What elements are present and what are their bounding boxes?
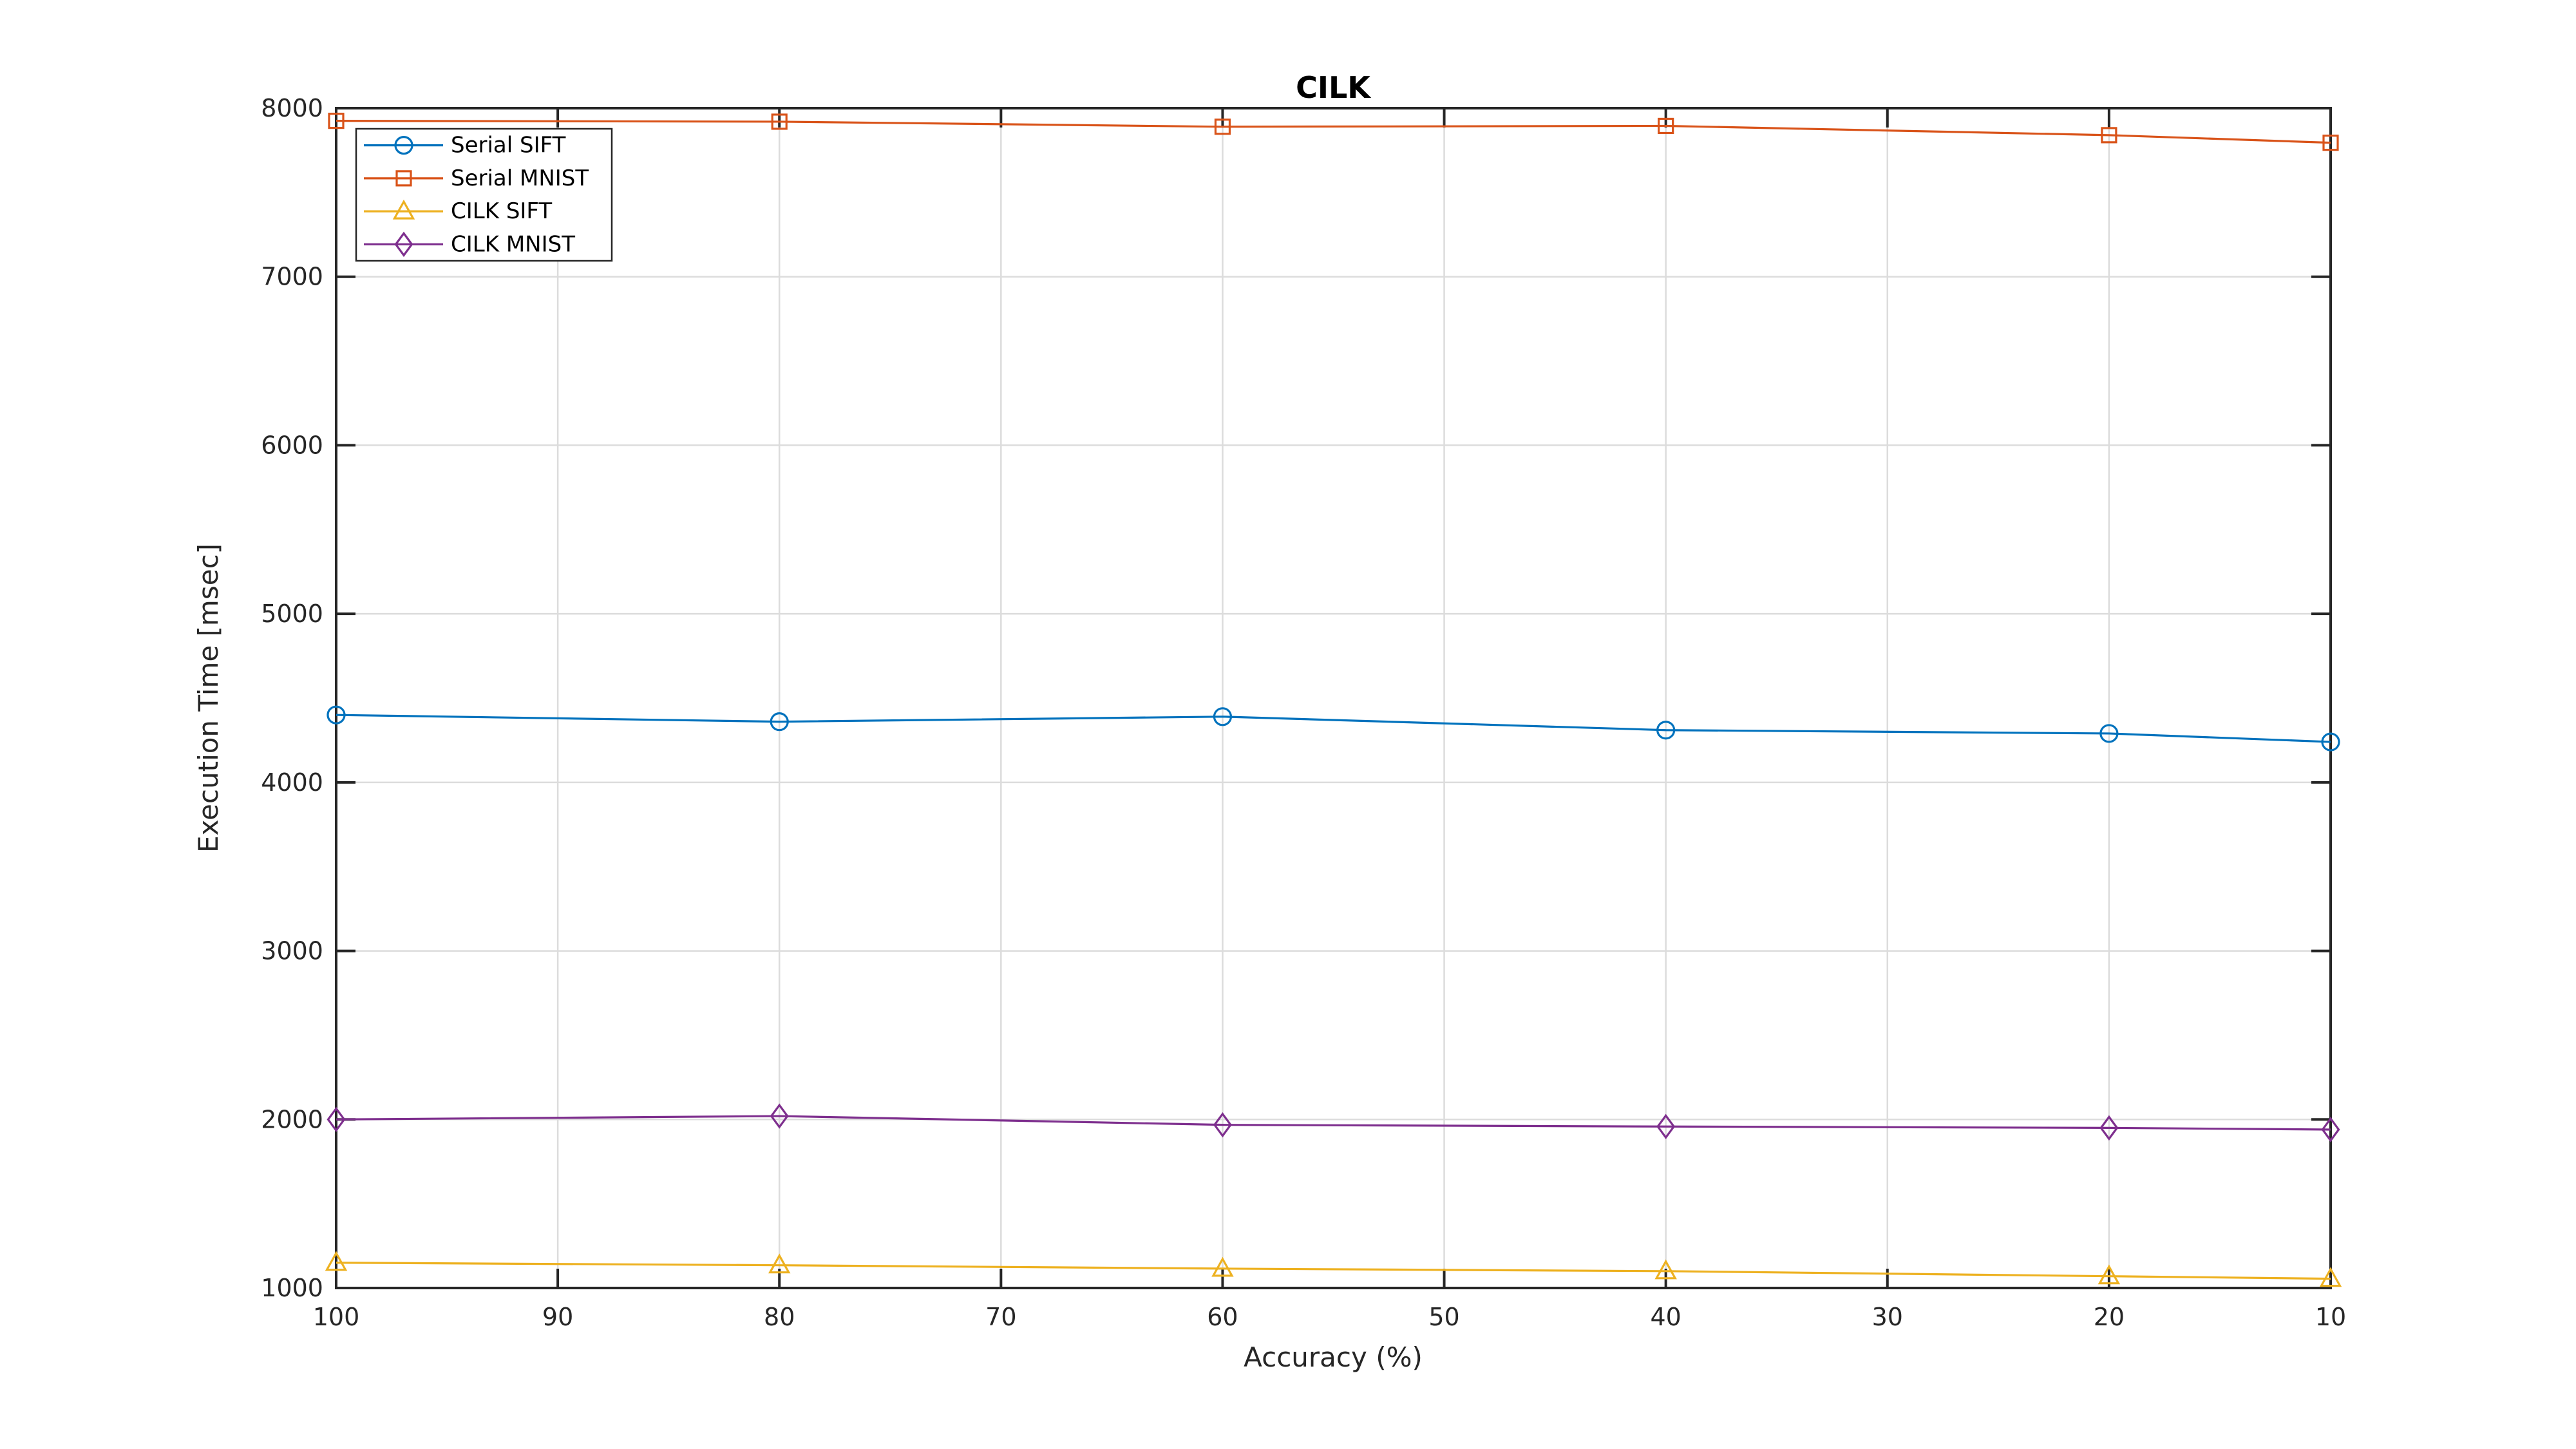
cilk-mnist-marker-x80 <box>770 1103 789 1129</box>
axis-layer <box>335 107 2332 1289</box>
legend-item-serial-sift: Serial SIFT <box>364 133 566 158</box>
serial-mnist-marker-x20 <box>2101 127 2117 144</box>
cilk-sift-marker-x100 <box>325 1251 348 1271</box>
cilk-mnist-legend-marker <box>394 231 413 258</box>
serial-mnist-marker-x100 <box>328 113 345 129</box>
cilk-mnist-marker-x20 <box>2099 1115 2119 1141</box>
serial-mnist-marker-x10 <box>2322 135 2339 151</box>
y-tick-label-8000: 8000 <box>261 94 323 122</box>
serial-mnist-legend-marker <box>395 170 412 187</box>
serial-mnist-marker-x80 <box>771 113 788 130</box>
series-serial-sift <box>327 705 2340 752</box>
plot-box <box>335 107 2332 1289</box>
serial-sift-marker-x80 <box>770 712 789 732</box>
cilk-sift-marker-x10 <box>2319 1267 2342 1287</box>
serial-mnist-marker-x40 <box>1658 117 1674 135</box>
cilk-mnist-marker-x100 <box>327 1106 346 1132</box>
serial-sift-marker-x60 <box>1213 707 1233 726</box>
serial-sift-marker-x10 <box>2321 732 2340 752</box>
cilk-sift-legend-marker <box>392 199 415 220</box>
x-tick-label-90: 90 <box>542 1303 573 1331</box>
series-cilk-sift <box>325 1251 2342 1287</box>
x-tick-label-60: 60 <box>1207 1303 1238 1331</box>
y-tick-label-3000: 3000 <box>261 937 323 965</box>
serial-sift-marker-x100 <box>327 705 346 724</box>
x-tick-label-10: 10 <box>2315 1303 2346 1331</box>
chart-title: CILK <box>1296 70 1372 105</box>
grid-layer <box>335 107 2332 1289</box>
serial-sift-marker-x40 <box>1656 721 1676 740</box>
legend: Serial SIFT Serial MNIST CILK SIFT CILK MNI… <box>355 128 613 262</box>
x-tick-label-70: 70 <box>985 1303 1016 1331</box>
legend-item-cilk-sift: CILK SIFT <box>364 198 552 224</box>
x-tick-label-30: 30 <box>1872 1303 1903 1331</box>
series-layer <box>325 113 2342 1287</box>
x-tick-label-20: 20 <box>2094 1303 2125 1331</box>
y-axis-label: Execution Time [msec] <box>193 544 224 853</box>
cilk-sift-marker-x60 <box>1211 1256 1234 1277</box>
cilk-mnist-marker-x60 <box>1213 1112 1232 1138</box>
serial-sift-legend-marker <box>394 136 413 155</box>
y-tick-label-2000: 2000 <box>261 1105 323 1133</box>
cilk-sift-marker-x20 <box>2098 1264 2121 1285</box>
x-tick-label-80: 80 <box>764 1303 795 1331</box>
legend-item-cilk-mnist: CILK MNIST <box>364 231 575 257</box>
cilk-mnist-line <box>336 1115 2331 1131</box>
cilk-mnist-marker-x40 <box>1656 1113 1676 1139</box>
x-tick-label-100: 100 <box>313 1303 360 1331</box>
y-tick-label-4000: 4000 <box>261 768 323 797</box>
x-tick-label-40: 40 <box>1650 1303 1681 1331</box>
series-cilk-mnist <box>327 1103 2340 1142</box>
serial-mnist-line <box>336 120 2331 144</box>
y-tick-label-7000: 7000 <box>261 263 323 291</box>
cilk-sift-marker-x80 <box>768 1253 791 1274</box>
cilk-sift-legend-label: CILK SIFT <box>451 198 552 224</box>
serial-mnist-legend-label: Serial MNIST <box>451 166 589 191</box>
y-tick-label-1000: 1000 <box>261 1274 323 1302</box>
cilk-mnist-legend-label: CILK MNIST <box>451 231 575 257</box>
series-serial-mnist <box>328 113 2339 151</box>
x-tick-label-50: 50 <box>1428 1303 1459 1331</box>
legend-item-serial-mnist: Serial MNIST <box>364 166 589 191</box>
cilk-sift-line <box>336 1262 2331 1280</box>
serial-sift-line <box>336 714 2331 743</box>
cilk-mnist-marker-x10 <box>2321 1117 2340 1142</box>
tick-label-layer: 100 90 80 70 60 50 40 30 20 10 1000 2000 3000 4000 500… <box>261 94 2346 1331</box>
serial-sift-marker-x20 <box>2099 724 2119 743</box>
cilk-sift-marker-x40 <box>1654 1259 1677 1280</box>
x-axis-label: Accuracy (%) <box>1244 1341 1423 1373</box>
y-tick-label-6000: 6000 <box>261 431 323 459</box>
serial-sift-legend-label: Serial SIFT <box>451 133 566 158</box>
serial-mnist-marker-x60 <box>1214 118 1231 135</box>
y-tick-label-5000: 5000 <box>261 600 323 628</box>
